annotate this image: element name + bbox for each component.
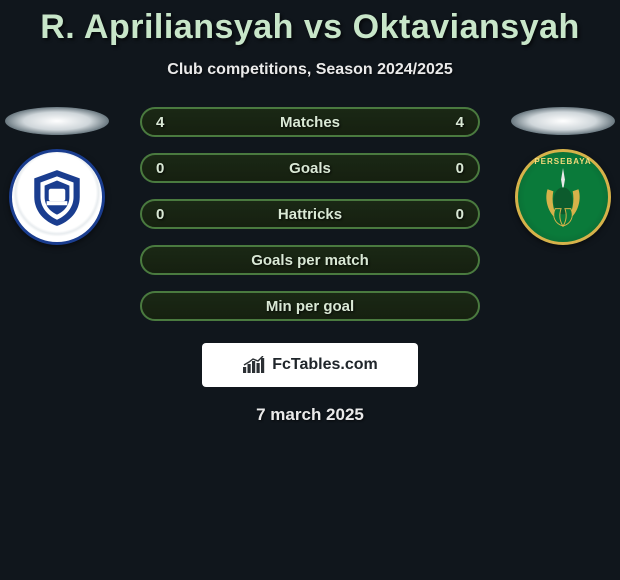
stat-right-value: 0 (444, 160, 464, 177)
right-player-side: PERSEBAYA (508, 107, 618, 245)
page-title: R. Apriliansyah vs Oktaviansyah (0, 0, 620, 47)
stat-label: Min per goal (266, 298, 354, 315)
stat-right-value: 4 (444, 114, 464, 131)
stat-row-matches: 4 Matches 4 (140, 107, 480, 137)
stat-right-value: 0 (444, 206, 464, 223)
stat-row-min-per-goal: Min per goal (140, 291, 480, 321)
bar-chart-icon (242, 356, 266, 374)
persebaya-crest-icon (534, 161, 592, 233)
brand-text: FcTables.com (272, 356, 378, 374)
spotlight-icon (511, 107, 615, 135)
stat-row-goals: 0 Goals 0 (140, 153, 480, 183)
stat-label: Goals per match (251, 252, 369, 269)
club-badge-right-label: PERSEBAYA (518, 157, 608, 166)
stat-label: Hattricks (278, 206, 342, 223)
stat-left-value: 0 (156, 206, 176, 223)
stat-row-hattricks: 0 Hattricks 0 (140, 199, 480, 229)
stat-label: Goals (289, 160, 331, 177)
left-player-side (2, 107, 112, 245)
spotlight-icon (5, 107, 109, 135)
stat-left-value: 4 (156, 114, 176, 131)
psis-crest-icon (26, 166, 88, 228)
date-text: 7 march 2025 (0, 405, 620, 425)
subtitle: Club competitions, Season 2024/2025 (0, 61, 620, 79)
stat-bars: 4 Matches 4 0 Goals 0 0 Hattricks 0 Goal… (140, 107, 480, 321)
comparison-panel: 4 Matches 4 0 Goals 0 0 Hattricks 0 Goal… (0, 107, 620, 337)
stat-row-goals-per-match: Goals per match (140, 245, 480, 275)
club-badge-left (9, 149, 105, 245)
stat-left-value: 0 (156, 160, 176, 177)
stat-label: Matches (280, 114, 340, 131)
club-badge-right: PERSEBAYA (515, 149, 611, 245)
brand-box: FcTables.com (202, 343, 418, 387)
